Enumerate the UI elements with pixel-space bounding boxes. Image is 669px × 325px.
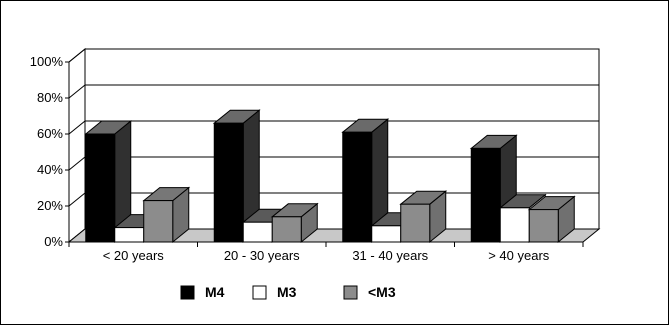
- y-axis-ticks: 0% 20% 40% 60% 80% 100%: [30, 54, 69, 249]
- bar-<M3-31 - 40 years: [399, 190, 448, 244]
- bar-M4-< 20 years: [84, 119, 133, 244]
- gridline-side: [68, 84, 86, 99]
- y-tick-label: 60%: [37, 126, 63, 141]
- gridline-side: [68, 120, 86, 135]
- legend-label: M3: [277, 284, 297, 300]
- bar-front: [114, 227, 145, 243]
- legend-label: M4: [205, 284, 225, 300]
- legend: M4 M3 <M3: [180, 284, 396, 300]
- bar-<M3-< 20 years: [142, 186, 191, 244]
- bar-front: [143, 200, 174, 243]
- y-tick-label: 40%: [37, 162, 63, 177]
- bar-front: [213, 122, 244, 243]
- x-tick-label: 31 - 40 years: [352, 248, 428, 263]
- bar-front: [271, 216, 302, 243]
- y-tick-label: 100%: [30, 54, 64, 69]
- bar-front: [342, 131, 373, 243]
- legend-item-M3: M3: [252, 284, 297, 300]
- bar-M4-20 - 30 years: [212, 109, 261, 244]
- gridline-side: [68, 192, 86, 207]
- bar-<M3-> 40 years: [527, 195, 576, 244]
- x-tick-label: < 20 years: [103, 248, 165, 263]
- legend-swatch: [180, 285, 195, 300]
- gridline-side: [68, 156, 86, 171]
- bar-front: [242, 221, 273, 243]
- bar-M4-31 - 40 years: [341, 118, 390, 244]
- y-tick-label: 0%: [44, 234, 63, 249]
- gridline-side: [68, 48, 86, 63]
- x-tick-label: > 40 years: [488, 248, 550, 263]
- side-wall: [68, 47, 86, 244]
- legend-item-<M3: <M3: [343, 284, 396, 300]
- legend-item-M4: M4: [180, 284, 225, 300]
- x-tick-label: 20 - 30 years: [224, 248, 300, 263]
- bar-front: [528, 209, 559, 243]
- bar-front: [499, 207, 530, 243]
- legend-swatch: [252, 285, 267, 300]
- y-tick-label: 80%: [37, 90, 63, 105]
- x-axis-ticks: < 20 years 20 - 30 years 31 - 40 years > 40…: [68, 242, 584, 263]
- bar-front: [371, 225, 402, 243]
- bar-front: [470, 147, 501, 243]
- bar-<M3-20 - 30 years: [270, 202, 319, 244]
- y-tick-label: 20%: [37, 198, 63, 213]
- bars: [84, 109, 576, 244]
- legend-label: <M3: [368, 284, 396, 300]
- bar-front: [400, 203, 431, 243]
- bar-front: [85, 133, 116, 243]
- legend-swatch: [343, 285, 358, 300]
